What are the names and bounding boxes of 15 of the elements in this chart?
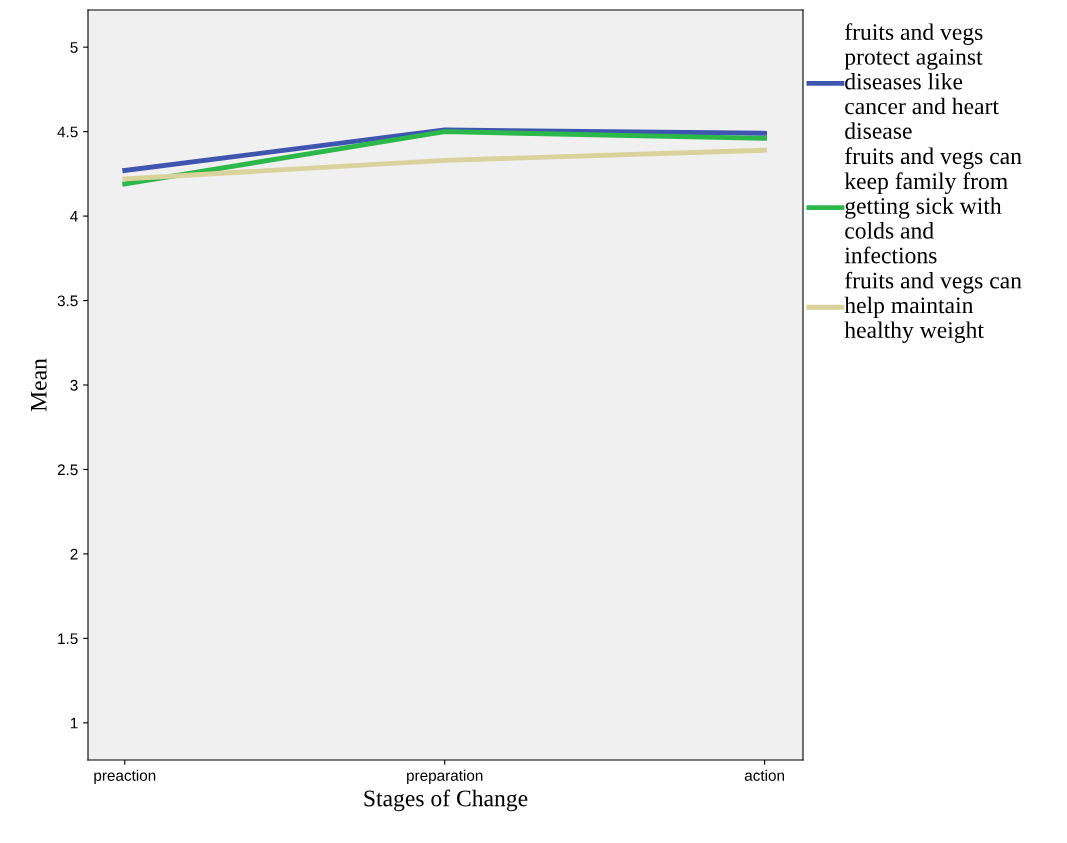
x-axis-title: Stages of Change: [364, 789, 528, 812]
y-tick-label: 5: [70, 42, 78, 53]
y-tick-label: 1.5: [58, 633, 78, 645]
y-tick-label: 3.5: [57, 295, 78, 307]
y-tick-label: 4.5: [57, 126, 78, 138]
y-tick-label: 4: [70, 211, 78, 222]
x-tick-label: preparation: [407, 769, 483, 784]
y-tick-label: 2.5: [57, 464, 78, 476]
y-tick-label: 3: [70, 379, 78, 391]
y-tick-label: 1: [70, 717, 78, 729]
y-tick-label: 2: [70, 548, 78, 560]
legend-label: fruits and vegs can help maintain healthy weight: [844, 271, 1022, 343]
x-tick-label: preaction: [94, 769, 156, 784]
y-axis-title: Mean: [31, 358, 47, 412]
x-tick-label: action: [744, 769, 784, 781]
